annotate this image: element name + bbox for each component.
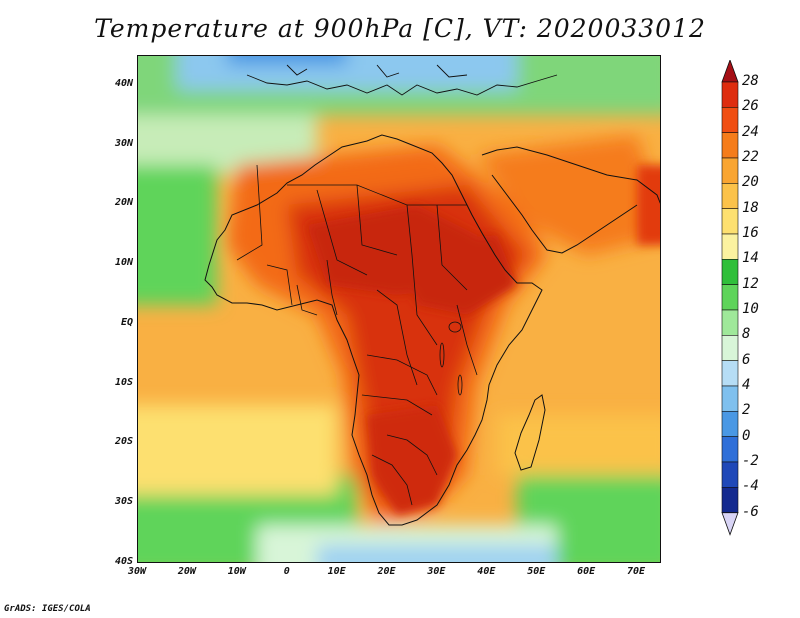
coastline-europe [246, 64, 558, 96]
colorbar-segment [721, 132, 739, 159]
colorbar-label: 12 [742, 275, 759, 292]
lat-tick-label: 10S [114, 376, 133, 388]
field-southern-hot [367, 405, 457, 515]
colorbar [721, 60, 739, 536]
colorbar-label: 0 [742, 427, 751, 444]
colorbar-segment [721, 81, 739, 108]
lon-tick-label: 10W [227, 566, 246, 577]
colorbar-label: -6 [742, 503, 759, 520]
lake-tanganyika [439, 342, 445, 368]
colorbar-label: 14 [742, 250, 759, 267]
colorbar-label: 26 [742, 98, 759, 115]
map-title: Temperature at 900hPa [C], VT: 202003301… [94, 14, 706, 43]
colorbar-segment [721, 233, 739, 260]
colorbar-segment [721, 436, 739, 463]
temperature-field [137, 55, 661, 563]
colorbar-segment [721, 411, 739, 437]
lat-tick-label: 20S [114, 436, 133, 448]
lake-victoria [448, 321, 462, 333]
coastline-arabia [481, 146, 661, 254]
colorbar-segment [721, 284, 739, 311]
lon-tick-label: 0 [283, 566, 290, 577]
colorbar-bottom-arrow [721, 512, 739, 536]
colorbar-label: 10 [742, 301, 759, 317]
coastline-africa [204, 134, 543, 526]
lat-tick-label: 10N [114, 257, 133, 269]
lake-malawi [457, 374, 463, 396]
colorbar-label: 6 [742, 351, 751, 368]
colorbar-segment [721, 183, 739, 209]
colorbar-segment [721, 309, 739, 336]
colorbar-label: 16 [742, 225, 759, 241]
colorbar-label: 8 [742, 326, 751, 343]
lat-tick-label: 40S [114, 556, 133, 567]
lon-tick-label: 70E [627, 566, 646, 577]
coastline-madagascar [514, 394, 546, 471]
colorbar-label: 18 [742, 199, 759, 216]
field-med-colder [227, 55, 347, 65]
lon-tick-label: 10E [327, 566, 346, 577]
colorbar-top-arrow [721, 60, 739, 83]
country-borders [236, 164, 478, 506]
lat-tick-label: 30S [114, 496, 133, 508]
lat-tick-label: 40N [114, 77, 133, 89]
lon-tick-label: 20E [377, 566, 396, 577]
colorbar-label: 2 [742, 402, 751, 419]
colorbar-label: -2 [742, 453, 759, 469]
field-sw-yellow [137, 405, 337, 495]
lon-tick-label: 60E [577, 566, 596, 577]
lat-tick-label: EQ [120, 316, 133, 328]
lon-tick-label: 30E [427, 566, 446, 577]
colorbar-label: 24 [742, 123, 759, 140]
lat-tick-label: 30N [114, 137, 133, 149]
colorbar-segment [721, 259, 739, 285]
colorbar-segment [721, 487, 739, 513]
colorbar-label: 20 [742, 174, 759, 191]
lon-tick-label: 30W [127, 566, 147, 577]
colorbar-segment [721, 360, 739, 387]
colorbar-segment [721, 461, 739, 488]
field-io-yellow [497, 415, 661, 475]
temperature-map [137, 55, 661, 563]
field-arabia-warm [477, 135, 661, 255]
colorbar-label: 28 [742, 73, 759, 89]
colorbar-segment [721, 208, 739, 235]
map-area [137, 55, 661, 563]
field-redsea-hot [637, 165, 661, 245]
colorbar-segment [721, 157, 739, 184]
field-east-hot [397, 235, 517, 315]
lon-tick-label: 50E [527, 566, 546, 577]
colorbar-label: 4 [742, 377, 751, 393]
colorbar-segment [721, 335, 739, 361]
map-frame [137, 55, 661, 563]
field-south-blue [317, 545, 557, 563]
lat-tick-label: 20N [114, 197, 133, 209]
colorbar-label: 22 [742, 149, 759, 165]
lon-tick-label: 20W [177, 566, 196, 577]
colorbar-label: -4 [742, 478, 759, 495]
colorbar-segment [721, 385, 739, 412]
field-atl-cool2 [137, 165, 217, 305]
credit-text: GrADS: IGES/COLA [4, 604, 91, 614]
lon-tick-label: 40E [477, 566, 496, 577]
colorbar-segment [721, 107, 739, 133]
